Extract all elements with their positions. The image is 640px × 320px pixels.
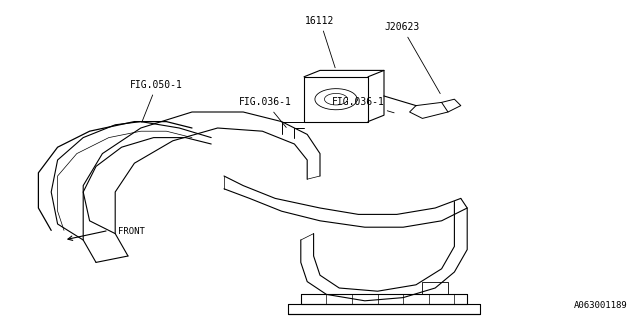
Text: FIG.050-1: FIG.050-1 [131,80,183,122]
Text: FRONT: FRONT [118,228,145,236]
Text: J20623: J20623 [384,22,440,93]
Text: FIG.036-1: FIG.036-1 [239,97,292,127]
Text: FIG.036-1: FIG.036-1 [332,97,394,113]
Text: 16112: 16112 [305,16,335,68]
Text: A063001189: A063001189 [573,301,627,310]
